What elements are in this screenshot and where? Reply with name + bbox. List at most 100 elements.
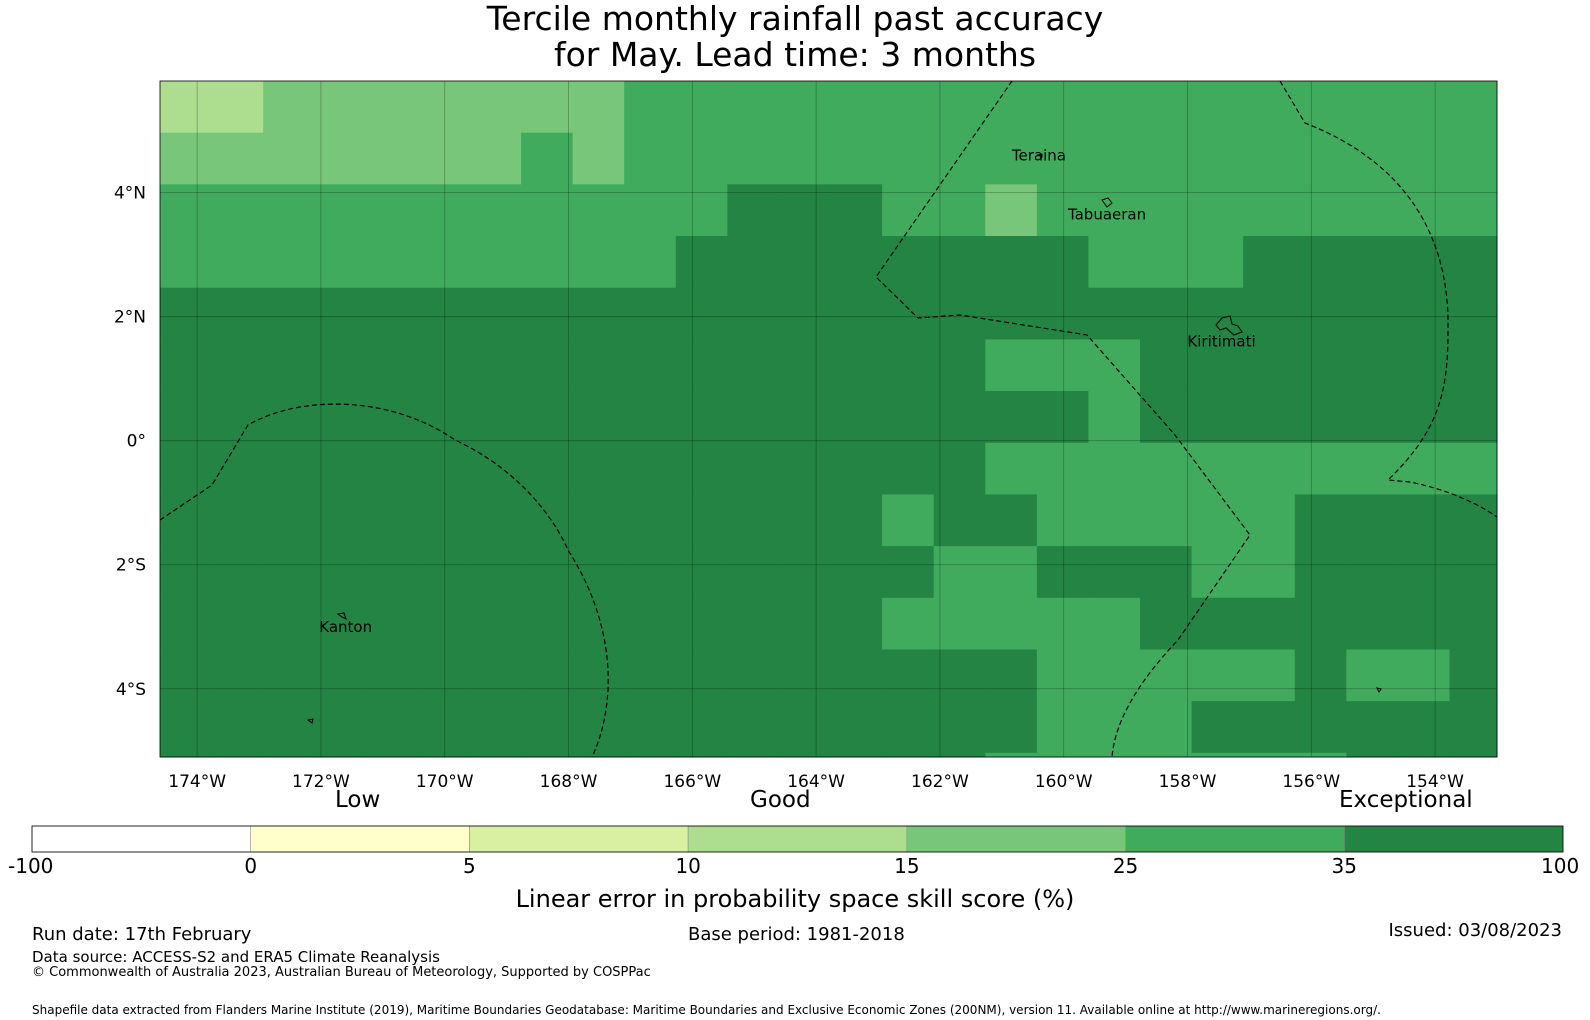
skill-cell (727, 236, 780, 289)
skill-cell (1036, 184, 1089, 237)
skill-cell (521, 391, 574, 444)
skill-cell (314, 649, 367, 702)
skill-cell (469, 546, 522, 599)
skill-cell (160, 81, 213, 134)
skill-cell (1140, 494, 1193, 547)
skill-cell (1346, 287, 1399, 340)
skill-cell (830, 494, 883, 547)
skill-cell (1036, 132, 1089, 185)
skill-cell (778, 236, 832, 289)
skill-cell (263, 649, 316, 702)
skill-cell (160, 391, 213, 444)
colorbar-segment (906, 825, 1126, 853)
skill-cell (1191, 184, 1244, 237)
skill-cell (1036, 701, 1089, 754)
skill-cell (417, 546, 470, 599)
skill-cell (830, 546, 883, 599)
skill-cell (1346, 81, 1399, 134)
skill-cell (1346, 236, 1399, 289)
skill-cell (985, 752, 1038, 758)
skill-cell (263, 81, 316, 134)
colorbar (31, 825, 1564, 853)
skill-cell (675, 184, 728, 237)
skill-cell (1294, 494, 1347, 547)
colorbar-category-low: Low (335, 787, 381, 813)
skill-cell (211, 546, 264, 599)
skill-cell (1449, 752, 1498, 758)
skill-cell (882, 184, 935, 237)
skill-cell (1243, 236, 1296, 289)
skill-cell (314, 546, 367, 599)
skill-cell (1449, 442, 1498, 495)
skill-cell (1140, 132, 1193, 185)
skill-cell (160, 494, 213, 547)
colorbar-tick-label: 100 (1541, 854, 1580, 878)
skill-cell (366, 184, 419, 237)
colorbar-tick-label: 15 (894, 854, 920, 878)
skill-cell (624, 494, 677, 547)
skill-cell (572, 494, 625, 547)
skill-cell (675, 701, 728, 754)
skill-cell (1243, 81, 1296, 134)
skill-cell (1294, 236, 1347, 289)
skill-cell (830, 132, 883, 185)
skill-cell (727, 752, 780, 758)
skill-cell (778, 184, 832, 237)
skill-cell (933, 391, 986, 444)
skill-cell (417, 81, 470, 134)
skill-cell (1140, 184, 1193, 237)
skill-cell (675, 391, 728, 444)
place-label: Teraina (1011, 146, 1066, 164)
skill-cell (830, 701, 883, 754)
colorbar-tick-label: 5 (463, 854, 476, 878)
colorbar-tick-label: 25 (1112, 854, 1139, 878)
longitude-tick-label: 154°W (1406, 772, 1464, 792)
kiritimati-island-icon (1215, 315, 1243, 336)
skill-cell (469, 649, 522, 702)
latitude-tick-label: 0° (127, 432, 146, 452)
shapefile-attribution: Shapefile data extracted from Flanders M… (32, 1003, 1381, 1017)
skill-cell (933, 597, 986, 650)
colorbar-category-exceptional: Exceptional (1339, 787, 1473, 813)
skill-cell (985, 442, 1038, 495)
skill-cell (1191, 287, 1244, 340)
skill-cell (778, 649, 832, 702)
skill-cell (263, 597, 316, 650)
skill-cell (882, 649, 935, 702)
skill-cell (572, 132, 625, 185)
skill-cell (1088, 597, 1141, 650)
skill-cell (521, 597, 574, 650)
skill-cell (882, 236, 935, 289)
skill-cell (727, 391, 780, 444)
data-source: Data source: ACCESS-S2 and ERA5 Climate … (32, 948, 440, 966)
skill-cell (1294, 81, 1347, 134)
skill-cell (624, 442, 677, 495)
skill-cell (1088, 236, 1141, 289)
skill-cell (830, 597, 883, 650)
skill-cell (624, 287, 677, 340)
small-island-icon (1376, 687, 1382, 693)
skill-cell (1449, 649, 1498, 702)
skill-cell (1397, 752, 1450, 758)
skill-cell (933, 287, 986, 340)
skill-cell (1036, 494, 1089, 547)
longitude-tick-label: 166°W (663, 772, 721, 792)
skill-cell (211, 752, 264, 758)
skill-cell (160, 287, 213, 340)
skill-cell (933, 184, 986, 237)
skill-cell (830, 287, 883, 340)
longitude-tick-label: 172°W (292, 772, 350, 792)
skill-cell (1243, 287, 1296, 340)
skill-cell (572, 597, 625, 650)
longitude-tick-label: 164°W (787, 772, 845, 792)
skill-cell (521, 184, 574, 237)
skill-cell (778, 132, 832, 185)
skill-cell (1294, 391, 1347, 444)
skill-cell (1346, 391, 1399, 444)
colorbar-segment (250, 825, 470, 853)
skill-cell (1140, 236, 1193, 289)
skill-cell (417, 184, 470, 237)
skill-cell (521, 339, 574, 392)
skill-cell (778, 81, 832, 134)
skill-cell (469, 494, 522, 547)
